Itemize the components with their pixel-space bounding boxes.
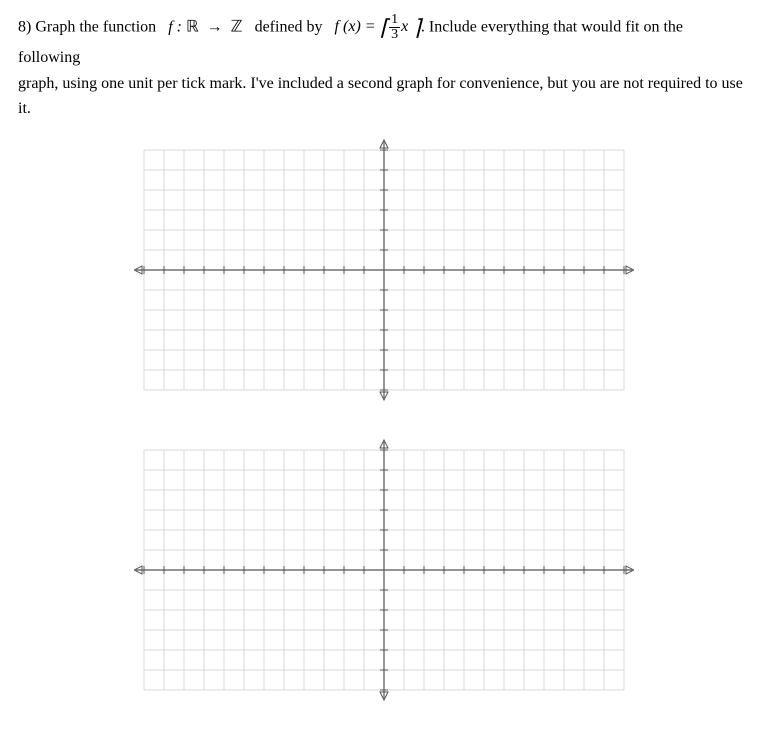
text-prefix: Graph the function: [35, 18, 156, 35]
graphs-container: [18, 130, 749, 720]
sym-Z: ℤ: [231, 18, 243, 35]
ceil-left: ⌈: [380, 15, 389, 40]
graph-1-wrap: [18, 130, 749, 420]
frac-den: 3: [389, 28, 400, 42]
problem-number: 8): [18, 18, 31, 35]
frac-num: 1: [389, 13, 400, 28]
sym-x2: x: [401, 18, 408, 35]
graph-2-wrap: [18, 430, 749, 720]
sym-f: f: [168, 18, 172, 35]
sym-f2: f: [335, 18, 339, 35]
ceil-right: ⌉: [412, 15, 421, 40]
problem-text: 8) Graph the function f : ℝ → ℤ defined …: [18, 10, 749, 122]
function-eq: f (x) = ⌈13x ⌉: [331, 18, 421, 35]
text-definedby: defined by: [255, 18, 323, 35]
graph-1: [134, 130, 634, 420]
fraction: 13: [389, 13, 400, 42]
sym-R: ℝ: [186, 18, 199, 35]
text-line2: graph, using one unit per tick mark. I'v…: [18, 75, 743, 118]
graph-2: [134, 430, 634, 720]
sym-x: x: [348, 18, 355, 35]
function-decl: f : ℝ → ℤ: [164, 18, 246, 35]
